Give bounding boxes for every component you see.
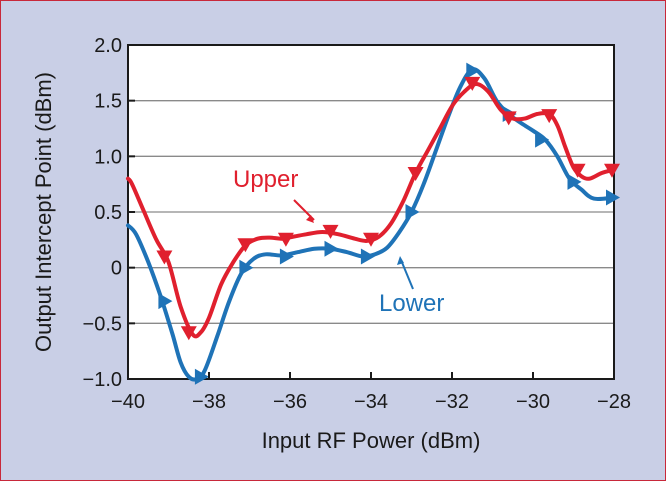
x-tick-label: −28 <box>597 391 631 413</box>
y-tick-label: 0 <box>111 258 122 280</box>
y-axis-title: Output Intercept Point (dBm) <box>31 72 56 352</box>
y-tick-label: −1.0 <box>83 369 122 391</box>
x-axis-title: Input RF Power (dBm) <box>262 428 481 453</box>
upper-series-label: Upper <box>233 166 298 193</box>
y-tick-label: 1.5 <box>94 91 122 113</box>
lower-series <box>126 62 620 385</box>
lower-data-point <box>466 62 481 79</box>
tick-labels: −40 −38 −36 −34 −32 −30 −28 −1.0 −0.5 0 0.5 1.0 1.5 2… <box>83 35 631 413</box>
upper-series <box>126 76 620 341</box>
lower-data-point <box>324 240 339 257</box>
lower-data-point <box>535 131 550 148</box>
x-tick-label: −36 <box>273 391 307 413</box>
upper-data-point <box>180 326 197 341</box>
upper-data-point <box>322 224 339 239</box>
y-tick-label: 0.5 <box>94 202 122 224</box>
y-tick-label: −0.5 <box>83 313 122 335</box>
annotation-layer: Upper Lower <box>233 166 444 317</box>
upper-data-point <box>277 232 294 247</box>
upper-data-point <box>156 250 173 265</box>
lower-data-point <box>194 368 209 385</box>
upper-data-point <box>604 163 620 178</box>
lower-data-point <box>360 248 375 265</box>
lower-data-point <box>405 204 420 220</box>
lower-pointer-arrowhead <box>397 256 404 265</box>
x-tick-label: −30 <box>516 391 550 413</box>
lower-data-point <box>567 173 582 190</box>
upper-data-point <box>500 111 517 126</box>
upper-data-point <box>237 238 254 253</box>
lower-series-label: Lower <box>379 290 444 317</box>
upper-data-point <box>569 163 586 178</box>
upper-pointer-arrowhead <box>306 215 314 223</box>
x-tick-label: −38 <box>192 391 226 413</box>
grid-lines <box>128 100 614 324</box>
series-layer <box>126 62 620 385</box>
lower-data-point <box>239 259 254 276</box>
x-tick-label: −34 <box>354 391 388 413</box>
y-tick-label: 1.0 <box>94 146 122 168</box>
lower-label-pointer <box>400 259 414 290</box>
lower-data-point <box>606 189 620 206</box>
lower-data-point <box>158 293 173 310</box>
x-tick-label: −40 <box>111 391 145 413</box>
y-tick-label: 2.0 <box>94 35 122 57</box>
upper-data-point <box>363 232 379 247</box>
x-tick-label: −32 <box>435 391 469 413</box>
upper-data-point <box>407 167 424 181</box>
upper-data-point <box>541 109 558 124</box>
lower-data-point <box>279 248 294 265</box>
upper-data-point <box>464 76 481 91</box>
